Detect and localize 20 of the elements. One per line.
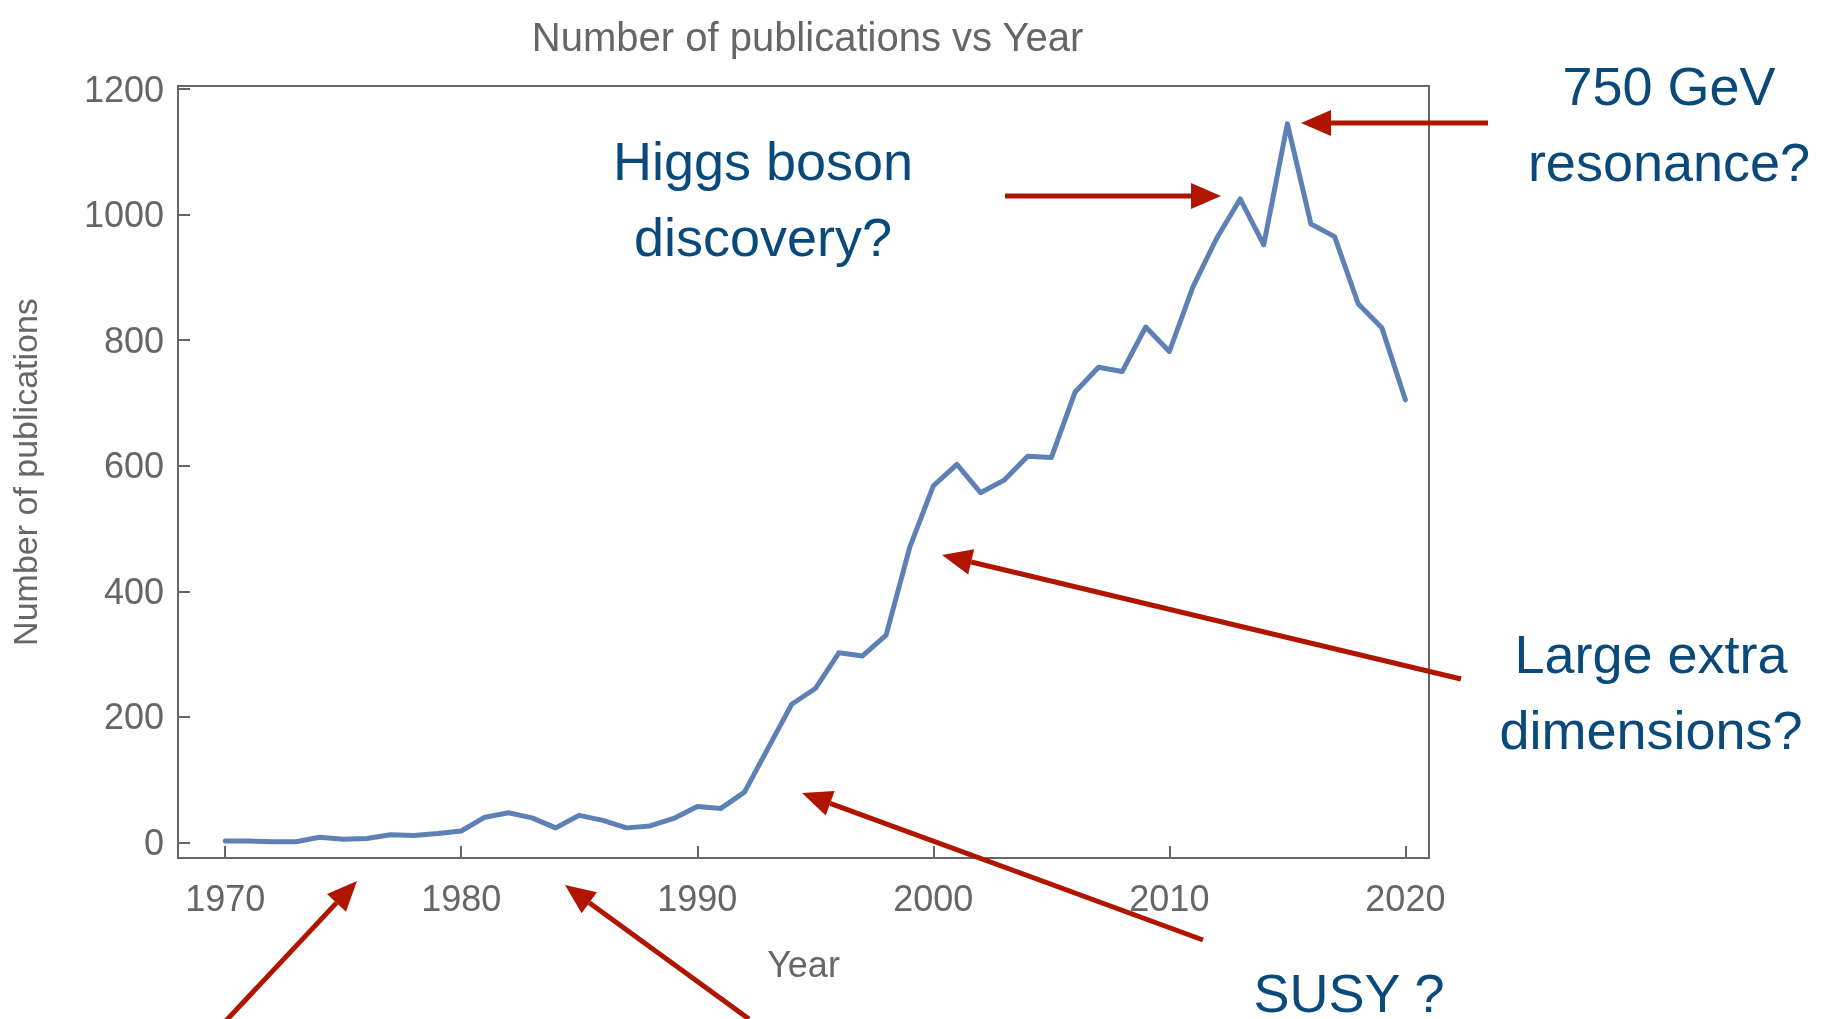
y-tick-label: 400 bbox=[103, 570, 164, 612]
y-tick-label: 800 bbox=[103, 319, 164, 361]
y-tick-label: 0 bbox=[143, 821, 164, 863]
annotation: Higgs boson discovery? bbox=[612, 130, 914, 269]
x-tick-label: 1980 bbox=[421, 877, 502, 919]
chart-title: Number of publications vs Year bbox=[531, 15, 1084, 59]
text: Large extra dimensions? bbox=[1499, 623, 1803, 762]
x-tick-label: 1970 bbox=[185, 877, 266, 919]
y-tick-label: 200 bbox=[103, 696, 164, 738]
x-tick-label: 1990 bbox=[657, 877, 738, 919]
x-axis-title: Year bbox=[767, 943, 840, 985]
y-tick-label: 1200 bbox=[83, 68, 164, 110]
text: SUSY ? bbox=[1253, 962, 1445, 1019]
text: 750 GeV resonance? bbox=[1527, 55, 1811, 194]
x-tick-label: 2010 bbox=[1129, 877, 1210, 919]
y-tick-label: 600 bbox=[103, 445, 164, 487]
y-tick-label: 1000 bbox=[83, 194, 164, 236]
x-tick-label: 2000 bbox=[893, 877, 974, 919]
x-tick-label: 2020 bbox=[1365, 877, 1446, 919]
y-axis-title: Number of publications bbox=[6, 298, 44, 646]
